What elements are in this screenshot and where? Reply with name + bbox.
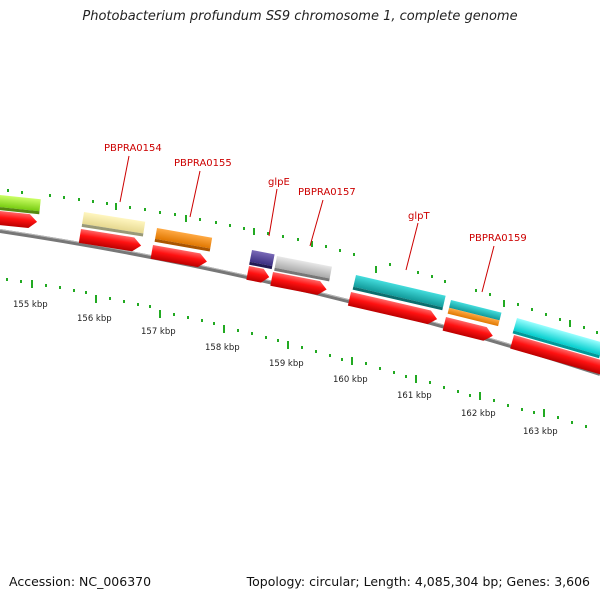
kbp-label: 162 kbp (461, 409, 496, 419)
gene-feature-glpe (249, 250, 275, 270)
kbp-label: 160 kbp (333, 375, 368, 385)
gene-labels: PBPRA0154 PBPRA0155 glpE PBPRA0157 glpT … (104, 143, 527, 244)
cds-arrow (0, 210, 38, 229)
kbp-labels: 155 kbp 156 kbp 157 kbp 158 kbp 159 kbp … (13, 300, 558, 437)
gene-feature-pbpra0157 (274, 255, 332, 282)
kbp-label: 163 kbp (523, 427, 558, 437)
gene-label-pbpra0154: PBPRA0154 (104, 143, 162, 154)
label-leaders (119, 155, 495, 293)
cds-arrow (510, 335, 600, 377)
gene-label-pbpra0157: PBPRA0157 (298, 187, 356, 198)
gene-label-glpe: glpE (268, 177, 290, 188)
feature-track (0, 194, 600, 359)
gene-feature-pbpra0154 (81, 212, 146, 237)
cds-arrow (347, 292, 438, 325)
gene-feature-pbpra0159 (447, 300, 502, 327)
gene-feature-cyan (512, 318, 600, 359)
kbp-label: 158 kbp (205, 343, 240, 353)
cds-arrow (246, 266, 270, 283)
kbp-label: 155 kbp (13, 300, 48, 310)
kbp-label: 161 kbp (397, 391, 432, 401)
map-title: Photobacterium profundum SS9 chromosome … (82, 9, 518, 24)
cds-track (0, 210, 600, 377)
gene-label-glpt: glpT (408, 211, 430, 222)
cds-arrow (78, 229, 142, 252)
gene-label-pbpra0155: PBPRA0155 (174, 158, 232, 169)
kbp-label: 159 kbp (269, 359, 304, 369)
gene-feature-green (0, 194, 41, 215)
cds-arrow (270, 272, 327, 295)
accession-text: Accession: NC_006370 (9, 574, 152, 589)
cds-arrow (150, 245, 207, 268)
gene-feature-glpt (352, 275, 446, 311)
kbp-label: 156 kbp (77, 314, 112, 324)
genome-summary-text: Topology: circular; Length: 4,085,304 bp… (246, 574, 590, 589)
cds-arrow (442, 317, 493, 341)
lower-tick-row (6, 278, 587, 428)
gene-feature-pbpra0155 (154, 228, 213, 252)
chromosome-backbone (0, 229, 600, 376)
upper-tick-row (7, 189, 598, 334)
gene-label-pbpra0159: PBPRA0159 (469, 233, 527, 244)
kbp-label: 157 kbp (141, 327, 176, 337)
